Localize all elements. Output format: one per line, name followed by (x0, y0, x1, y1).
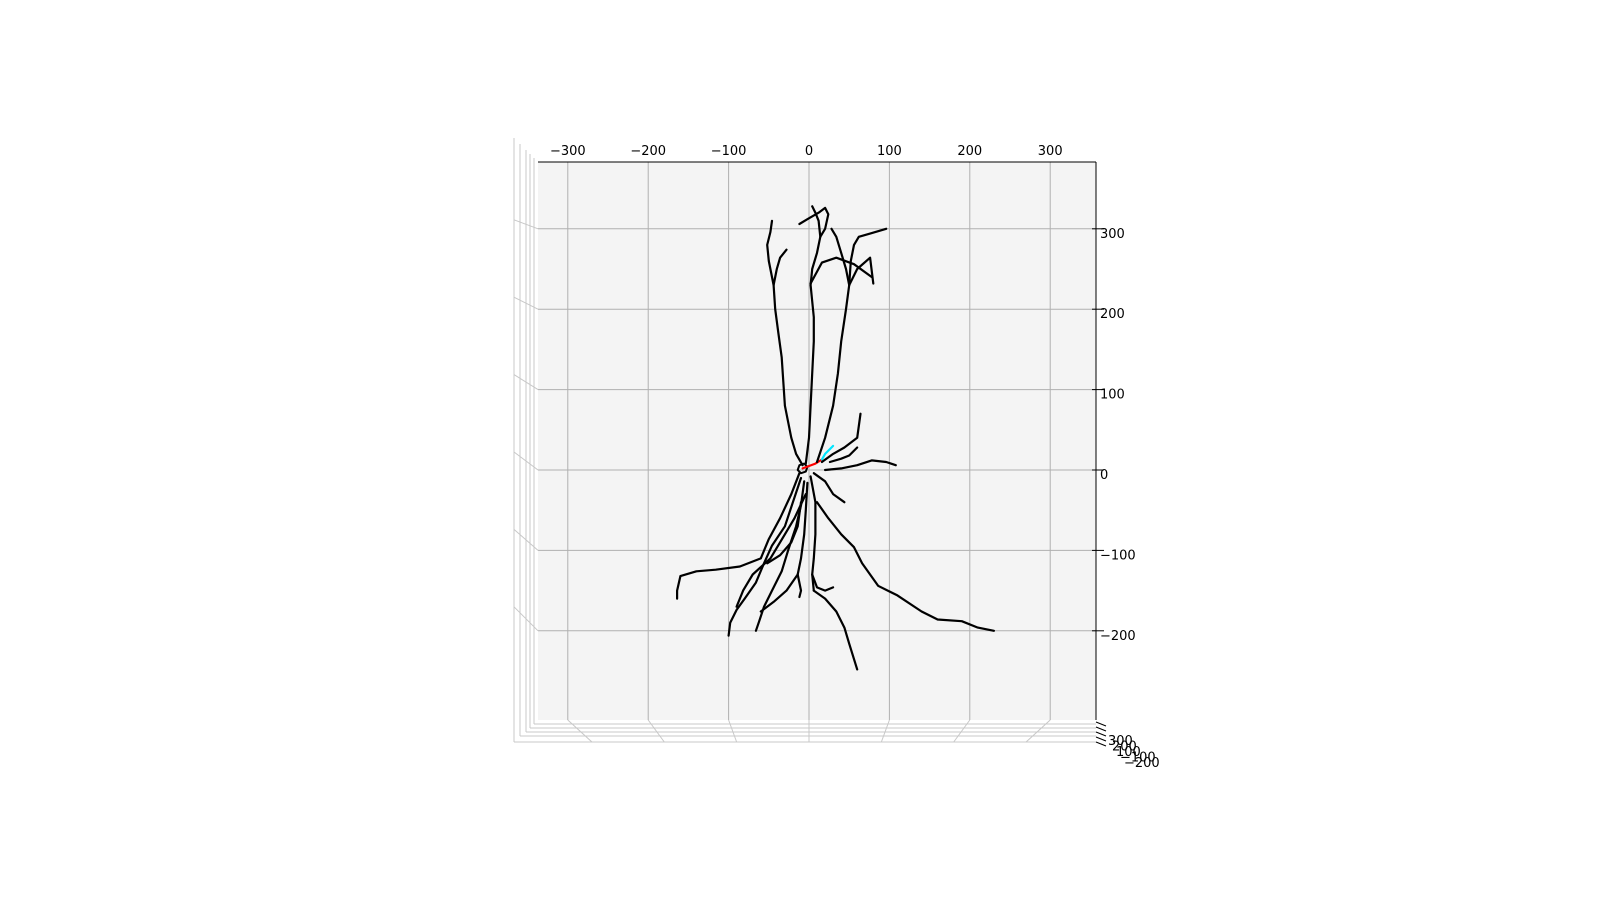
neuron-dendrite-branch (830, 227, 851, 287)
neuron-dendrite-branch (815, 501, 995, 632)
neuron-dendrite-branch (848, 227, 888, 287)
neuron-dendrite-branch (676, 472, 801, 600)
x-gridline-extension (647, 719, 665, 743)
neuron-dendrite-branch (766, 219, 804, 467)
y-tick-label: 100 (1100, 388, 1125, 403)
y-gridline-extension (513, 606, 539, 632)
neuron-dendrite-branch (772, 248, 788, 287)
x-axis-tick-labels: −300 −200 −100 0 100 200 300 (550, 144, 1063, 159)
z-tick-mark (1095, 721, 1107, 727)
y-gridline-extension (513, 296, 539, 310)
neuron-dendrite-branch (812, 589, 859, 671)
z-tick-mark (1095, 741, 1107, 747)
y-gridline-extension (513, 451, 539, 471)
x-gridline-extension (728, 719, 738, 743)
neuron-dendrite-branch (735, 493, 807, 608)
neuron-dendrite-branch (809, 256, 873, 285)
neuron-apical-branch (820, 444, 835, 461)
neuron-dendrite-branch (804, 205, 822, 465)
y-gridline-extension (513, 219, 539, 230)
z-tick-label: −100 (1120, 751, 1156, 766)
axis-spines (538, 161, 1097, 720)
y-axis-tick-labels: 300 200 100 0 −100 −200 (1092, 227, 1136, 644)
neuron-dendrite-branch (820, 412, 862, 464)
neuron-dendrite-branch (798, 206, 830, 238)
x-tick-label: 300 (1038, 144, 1063, 159)
neuron-dendrite-branch (824, 459, 897, 472)
neuron-axon-branch (801, 458, 823, 470)
x-tick-label: −200 (630, 144, 666, 159)
y-tick-label: 0 (1100, 468, 1108, 483)
neuron-dendrite-branch (759, 481, 809, 613)
neuron-dendrite-branch (811, 573, 835, 592)
neuron-dendrite-branch (727, 476, 803, 637)
neuron-dendrite-branch (812, 472, 846, 504)
z-tick-mark (1095, 726, 1107, 732)
y-gridline-extension (513, 374, 539, 391)
y-tick-label: 200 (1100, 307, 1125, 322)
neuron-dendrite-branch (828, 446, 859, 464)
neuron-dendrite-branch (796, 573, 803, 599)
neuron-dendrite-branch (766, 501, 803, 565)
y-tick-label: −200 (1100, 629, 1136, 644)
y-tick-label: 300 (1100, 227, 1125, 242)
x-tick-label: 100 (877, 144, 902, 159)
neuron-tracing (676, 205, 995, 671)
x-gridline-extension (567, 719, 593, 743)
z-tick-label: 300 (1108, 734, 1133, 749)
z-tick-mark (1095, 731, 1107, 737)
back-pane (538, 162, 1096, 720)
x-tick-label: 200 (957, 144, 982, 159)
x-tick-label: 0 (805, 144, 813, 159)
z-tick-mark (1095, 736, 1107, 742)
z-tick-label: 100 (1116, 745, 1141, 760)
neuron-dendrite-branch (815, 256, 875, 464)
perspective-grid-extensions (513, 219, 1051, 743)
y-gridline-extension (513, 529, 539, 551)
x-tick-label: −100 (711, 144, 747, 159)
x-gridline-extension (1025, 719, 1051, 743)
z-tick-label: −200 (1124, 756, 1160, 771)
x-gridline-extension (880, 719, 890, 743)
x-gridline-extension (953, 719, 971, 743)
y-tick-label: −100 (1100, 548, 1136, 563)
x-tick-label: −300 (550, 144, 586, 159)
z-tick-label: 200 (1112, 740, 1137, 755)
